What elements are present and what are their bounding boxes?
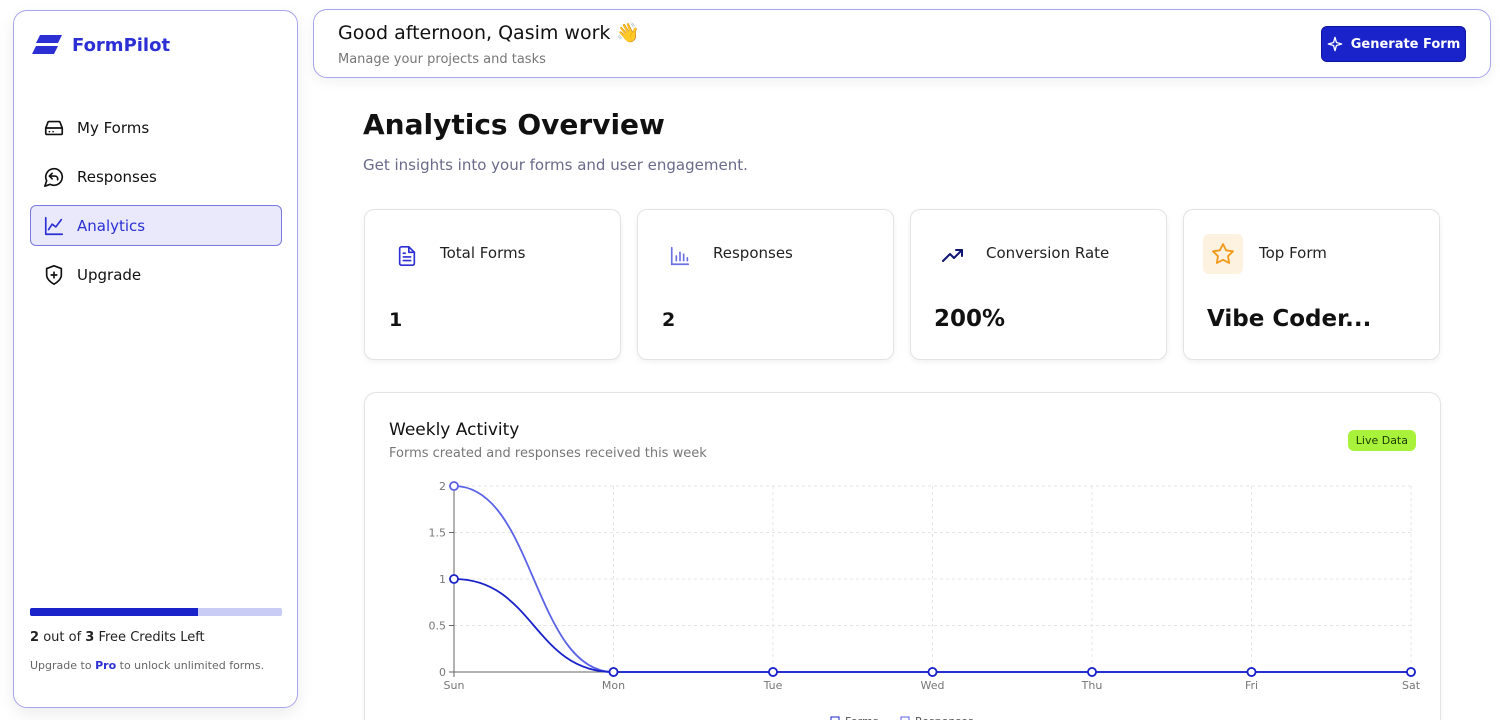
upgrade-prefix: Upgrade to: [30, 659, 92, 672]
stat-label: Top Form: [1259, 244, 1327, 262]
sidebar-item-label: Analytics: [77, 216, 146, 235]
data-point-forms: [768, 667, 778, 677]
page-title: Analytics Overview: [363, 108, 665, 141]
y-tick-label: 1.5: [429, 527, 447, 540]
upgrade-pro-link[interactable]: Pro: [95, 659, 117, 672]
credits-text: 2 out of 3 Free Credits Left: [30, 630, 282, 645]
formpilot-logo-icon: [32, 35, 62, 54]
greeting-subtitle: Manage your projects and tasks: [338, 52, 546, 67]
y-tick-label: 0.5: [429, 620, 447, 633]
credits-out-of: out of: [43, 630, 82, 645]
x-tick-label: Mon: [602, 679, 625, 692]
stat-value: 2: [662, 309, 676, 331]
data-point-forms: [1087, 667, 1097, 677]
stat-label: Conversion Rate: [986, 244, 1110, 262]
y-tick-label: 1: [439, 573, 446, 586]
greeting: Good afternoon, Qasim work 👋: [338, 21, 641, 45]
stat-card-top-form[interactable]: Top Form Vibe Coder...: [1183, 209, 1440, 360]
x-tick-label: Tue: [763, 679, 783, 692]
chart-title: Weekly Activity: [389, 420, 520, 440]
legend-label: Responses: [915, 715, 974, 720]
generate-form-button[interactable]: Generate Form: [1321, 26, 1466, 62]
page-subtitle: Get insights into your forms and user en…: [363, 156, 748, 174]
stat-card-total-forms[interactable]: Total Forms 1: [364, 209, 621, 360]
stat-value: Vibe Coder...: [1207, 306, 1372, 332]
message-reply-icon: [44, 167, 64, 187]
sidebar-item-label: Upgrade: [77, 265, 142, 284]
greeting-text: Good afternoon, Qasim work: [338, 21, 611, 44]
generate-form-label: Generate Form: [1350, 36, 1461, 52]
credits-total: 3: [85, 630, 95, 645]
shield-plus-icon: [45, 264, 63, 285]
data-point-forms: [1246, 667, 1257, 677]
chart-subtitle: Forms created and responses received thi…: [389, 446, 707, 461]
stat-cards: Total Forms 1 Responses 2 Conversion Rat…: [364, 209, 1441, 360]
credits-progress-fill: [30, 608, 199, 616]
sidebar-item-analytics[interactable]: Analytics: [30, 205, 282, 246]
trending-up-icon: [935, 238, 971, 274]
sidebar-item-my-forms[interactable]: My Forms: [30, 107, 282, 148]
header: Good afternoon, Qasim work 👋 Manage your…: [313, 9, 1491, 78]
y-tick-label: 0: [439, 666, 446, 679]
credits-used: 2: [30, 630, 40, 645]
stat-card-responses[interactable]: Responses 2: [637, 209, 894, 360]
stat-value: 200%: [934, 306, 1006, 332]
upgrade-suffix: to unlock unlimited forms.: [119, 659, 265, 672]
stat-value: 1: [389, 309, 403, 331]
data-point-forms: [927, 667, 938, 677]
line-chart-icon: [44, 216, 64, 235]
data-point-forms: [1406, 667, 1416, 677]
waving-hand-icon: 👋: [616, 22, 641, 44]
legend-swatch: [830, 716, 840, 720]
y-tick-label: 2: [439, 480, 446, 493]
stat-label: Responses: [713, 244, 793, 262]
brand-name: FormPilot: [72, 34, 171, 56]
bar-chart-icon: [662, 238, 698, 274]
sidebar-item-upgrade[interactable]: Upgrade: [30, 254, 282, 295]
x-tick-label: Thu: [1081, 679, 1103, 692]
stat-card-conversion-rate[interactable]: Conversion Rate 200%: [910, 209, 1167, 360]
weekly-activity-card: Weekly Activity Forms created and respon…: [364, 392, 1441, 720]
credits-progress-bar: [30, 608, 282, 616]
credits-panel: 2 out of 3 Free Credits Left Upgrade to …: [30, 608, 282, 672]
x-tick-label: Sat: [1402, 679, 1421, 692]
hard-drive-icon: [44, 120, 64, 135]
x-tick-label: Wed: [921, 679, 945, 692]
sidebar-item-label: Responses: [77, 167, 157, 186]
sparkle-icon: [1327, 36, 1343, 52]
weekly-activity-chart: 0 0.5 1 1.5 2 Sun Mon Tue Wed Thu Fri Sat Forms Respo…: [429, 480, 1421, 720]
data-point-forms: [449, 574, 459, 584]
legend-swatch: [900, 716, 910, 720]
x-tick-label: Sun: [444, 679, 465, 692]
legend-label: Forms: [845, 715, 879, 720]
data-point-forms: [608, 667, 619, 677]
star-icon: [1203, 234, 1243, 274]
data-point-responses: [449, 481, 459, 491]
sidebar-item-responses[interactable]: Responses: [30, 156, 282, 197]
live-data-badge: Live Data: [1347, 430, 1416, 451]
x-tick-label: Fri: [1245, 679, 1258, 692]
sidebar-item-label: My Forms: [77, 118, 150, 137]
credits-suffix: Free Credits Left: [98, 630, 205, 645]
upgrade-hint: Upgrade to Pro to unlock unlimited forms…: [30, 659, 282, 672]
stat-label: Total Forms: [440, 244, 526, 262]
document-icon: [389, 238, 425, 274]
sidebar-nav: My Forms Responses Analytics Upgrade: [30, 107, 282, 303]
brand[interactable]: FormPilot: [32, 33, 170, 57]
sidebar: FormPilot My Forms Responses Analytics U…: [13, 10, 298, 708]
